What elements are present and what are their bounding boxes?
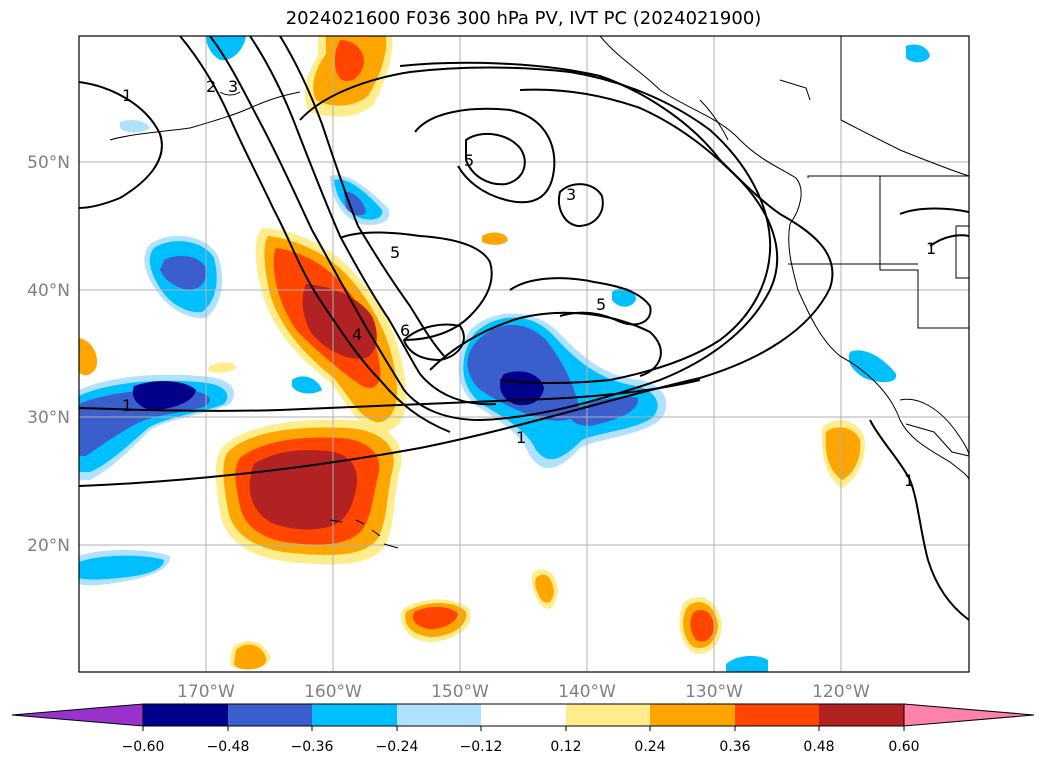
colorbar-tick-label: −0.12 — [460, 739, 503, 755]
lon-label-150w: 150°W — [431, 682, 489, 702]
colorbar-swatch — [228, 704, 312, 726]
colorbar-swatches — [11, 703, 1035, 727]
colorbar-tick-label: −0.36 — [291, 739, 334, 755]
colorbar-tick-label: −0.60 — [122, 739, 165, 755]
lon-label-120w: 120°W — [812, 682, 870, 702]
contour-label: 1 — [122, 396, 132, 415]
colorbar-swatch — [566, 704, 650, 726]
gridlines — [79, 36, 969, 672]
contour-1-coast — [869, 419, 969, 621]
lon-label-160w: 160°W — [304, 682, 362, 702]
lat-label-30n: 30°N — [27, 408, 70, 428]
warm-anomaly-north — [304, 36, 393, 117]
warm-anomaly-southwest — [215, 419, 402, 565]
contour-label: 4 — [352, 325, 362, 344]
contour-label: 3 — [566, 185, 576, 204]
map-title: 2024021600 F036 300 hPa PV, IVT PC (2024… — [285, 8, 762, 29]
colorbar-swatch — [397, 704, 481, 726]
contour-3 — [209, 36, 779, 422]
contour-1-mid — [79, 379, 701, 412]
contour-5-upper-inner — [465, 132, 526, 186]
lat-label-40n: 40°N — [27, 281, 70, 301]
contour-label: 5 — [596, 295, 606, 314]
colorbar-extend-low — [11, 703, 144, 727]
contour-1-north — [79, 81, 163, 209]
contour-label: 1 — [904, 471, 914, 490]
contour-2 — [179, 36, 451, 433]
colorbar-tick-label: 0.60 — [888, 739, 919, 755]
lat-label-50n: 50°N — [27, 153, 70, 173]
lon-label-170w: 170°W — [177, 682, 235, 702]
colorbar-swatch — [819, 704, 904, 726]
contour-1-east — [899, 207, 969, 215]
contour-label: 2 — [206, 77, 216, 96]
colorbar: −0.60 −0.48 −0.36 −0.24 −0.12 0.12 0.24 … — [11, 703, 1035, 755]
lon-label-140w: 140°W — [558, 682, 616, 702]
contour-label: 1 — [122, 86, 132, 105]
warm-anomaly-west — [255, 228, 407, 432]
contour-3-right — [558, 183, 604, 228]
colorbar-swatch — [650, 704, 735, 726]
cool-anomaly-west — [79, 235, 235, 586]
lon-label-130w: 130°W — [685, 682, 743, 702]
longitude-labels: 170°W 160°W 150°W 140°W 130°W 120°W — [177, 682, 870, 702]
warm-anomaly-small — [79, 232, 865, 670]
colorbar-swatch — [481, 704, 566, 726]
colorbar-tick-label: 0.24 — [634, 739, 665, 755]
lat-label-20n: 20°N — [27, 536, 70, 556]
contour-inner-1 — [429, 311, 662, 377]
north-america-coast — [599, 36, 969, 481]
contour-label: 6 — [400, 321, 410, 340]
colorbar-swatch — [143, 704, 228, 726]
colorbar-swatch — [735, 704, 819, 726]
contour-1-south — [79, 61, 834, 487]
colorbar-tick-label: −0.24 — [376, 739, 419, 755]
cool-anomaly-central — [458, 313, 667, 469]
contour-5-upper — [414, 107, 556, 204]
colorbar-tick-label: −0.48 — [207, 739, 250, 755]
contour-loop-outer — [299, 66, 772, 384]
contour-label: 5 — [390, 243, 400, 262]
contour-6 — [402, 323, 465, 362]
shaded-field — [79, 36, 930, 672]
map-area: 1 2 3 5 3 5 5 4 6 1 1 1 1 — [78, 35, 970, 673]
latitude-labels: 50°N 40°N 30°N 20°N — [27, 153, 70, 556]
contour-label: 5 — [464, 151, 474, 170]
coastlines — [109, 36, 969, 549]
pv-contours — [79, 36, 969, 621]
colorbar-swatch — [312, 704, 397, 726]
map-frame — [78, 35, 970, 673]
colorbar-outline — [142, 703, 905, 727]
colorbar-tick-label: 0.36 — [719, 739, 750, 755]
contour-label: 1 — [926, 239, 936, 258]
colorbar-tick-label: 0.12 — [550, 739, 581, 755]
colorbar-ticks — [142, 726, 905, 731]
colorbar-extend-high — [903, 703, 1035, 727]
cool-anomaly-north — [120, 36, 930, 672]
contour-label: 3 — [228, 77, 238, 96]
contour-label: 1 — [516, 428, 526, 447]
colorbar-tick-label: 0.48 — [803, 739, 834, 755]
contour-labels: 1 2 3 5 3 5 5 4 6 1 1 1 1 — [122, 77, 936, 490]
contour-5-mid — [339, 231, 493, 341]
